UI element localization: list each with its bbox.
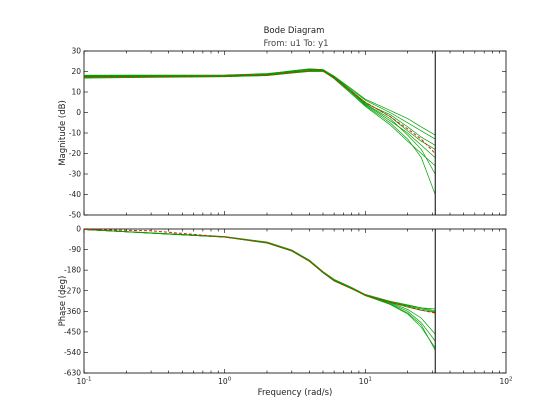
magnitude-sample-curve (83, 68, 436, 150)
phase-ytick-label: 0 (76, 225, 81, 234)
magnitude-nominal-curve (83, 68, 436, 154)
x-tick-label: 101 (359, 377, 372, 387)
magnitude-ytick-label: -20 (69, 149, 81, 158)
magnitude-ytick-label: 10 (71, 88, 81, 97)
magnitude-ytick-label: -30 (69, 170, 81, 179)
x-tick-label: 100 (218, 377, 232, 387)
frequency-axis-label: Frequency (rad/s) (258, 388, 333, 398)
magnitude-axis-label: Magnitude (dB) (58, 100, 68, 166)
x-tick-label: 10-1 (76, 377, 91, 387)
magnitude-sample-curve (83, 70, 436, 175)
phase-sample-curve (83, 229, 436, 335)
magnitude-sample-curve (83, 70, 436, 167)
magnitude-panel: 30 20 10 0 -10 -20 -30 -40 -50 (69, 47, 507, 220)
magnitude-ytick-label: -10 (69, 129, 81, 138)
magnitude-sample-curve (83, 68, 436, 136)
phase-ytick-label: -270 (64, 286, 81, 295)
magnitude-ytick-label: -40 (69, 190, 81, 199)
phase-ytick-label: -360 (64, 307, 81, 316)
magnitude-sample-curve (83, 69, 436, 146)
phase-ytick-label: -540 (64, 348, 81, 357)
magnitude-ytick-label: 30 (71, 47, 81, 56)
magnitude-sample-curve (83, 69, 436, 140)
phase-ytick-label: -630 (64, 369, 81, 378)
magnitude-ytick-label: 0 (76, 108, 81, 117)
phase-sample-curve (83, 229, 436, 342)
x-tick-label: 102 (499, 377, 512, 387)
magnitude-sample-curve (83, 71, 436, 195)
magnitude-ytick-label: -50 (69, 211, 81, 220)
chart-title: Bode Diagram (264, 26, 325, 36)
phase-sample-curve (83, 229, 436, 349)
phase-sample-curve (83, 229, 436, 312)
magnitude-ytick-label: 20 (71, 67, 81, 76)
phase-axes-box (83, 228, 507, 374)
phase-nominal-curve (83, 229, 436, 314)
chart-subtitle: From: u1 To: y1 (263, 39, 328, 49)
phase-ytick-label: -180 (64, 266, 81, 275)
phase-axis-label: Phase (deg) (58, 276, 68, 327)
phase-ytick-label: -450 (64, 327, 81, 336)
phase-ytick-label: -90 (69, 245, 81, 254)
phase-sample-curve (83, 229, 436, 351)
